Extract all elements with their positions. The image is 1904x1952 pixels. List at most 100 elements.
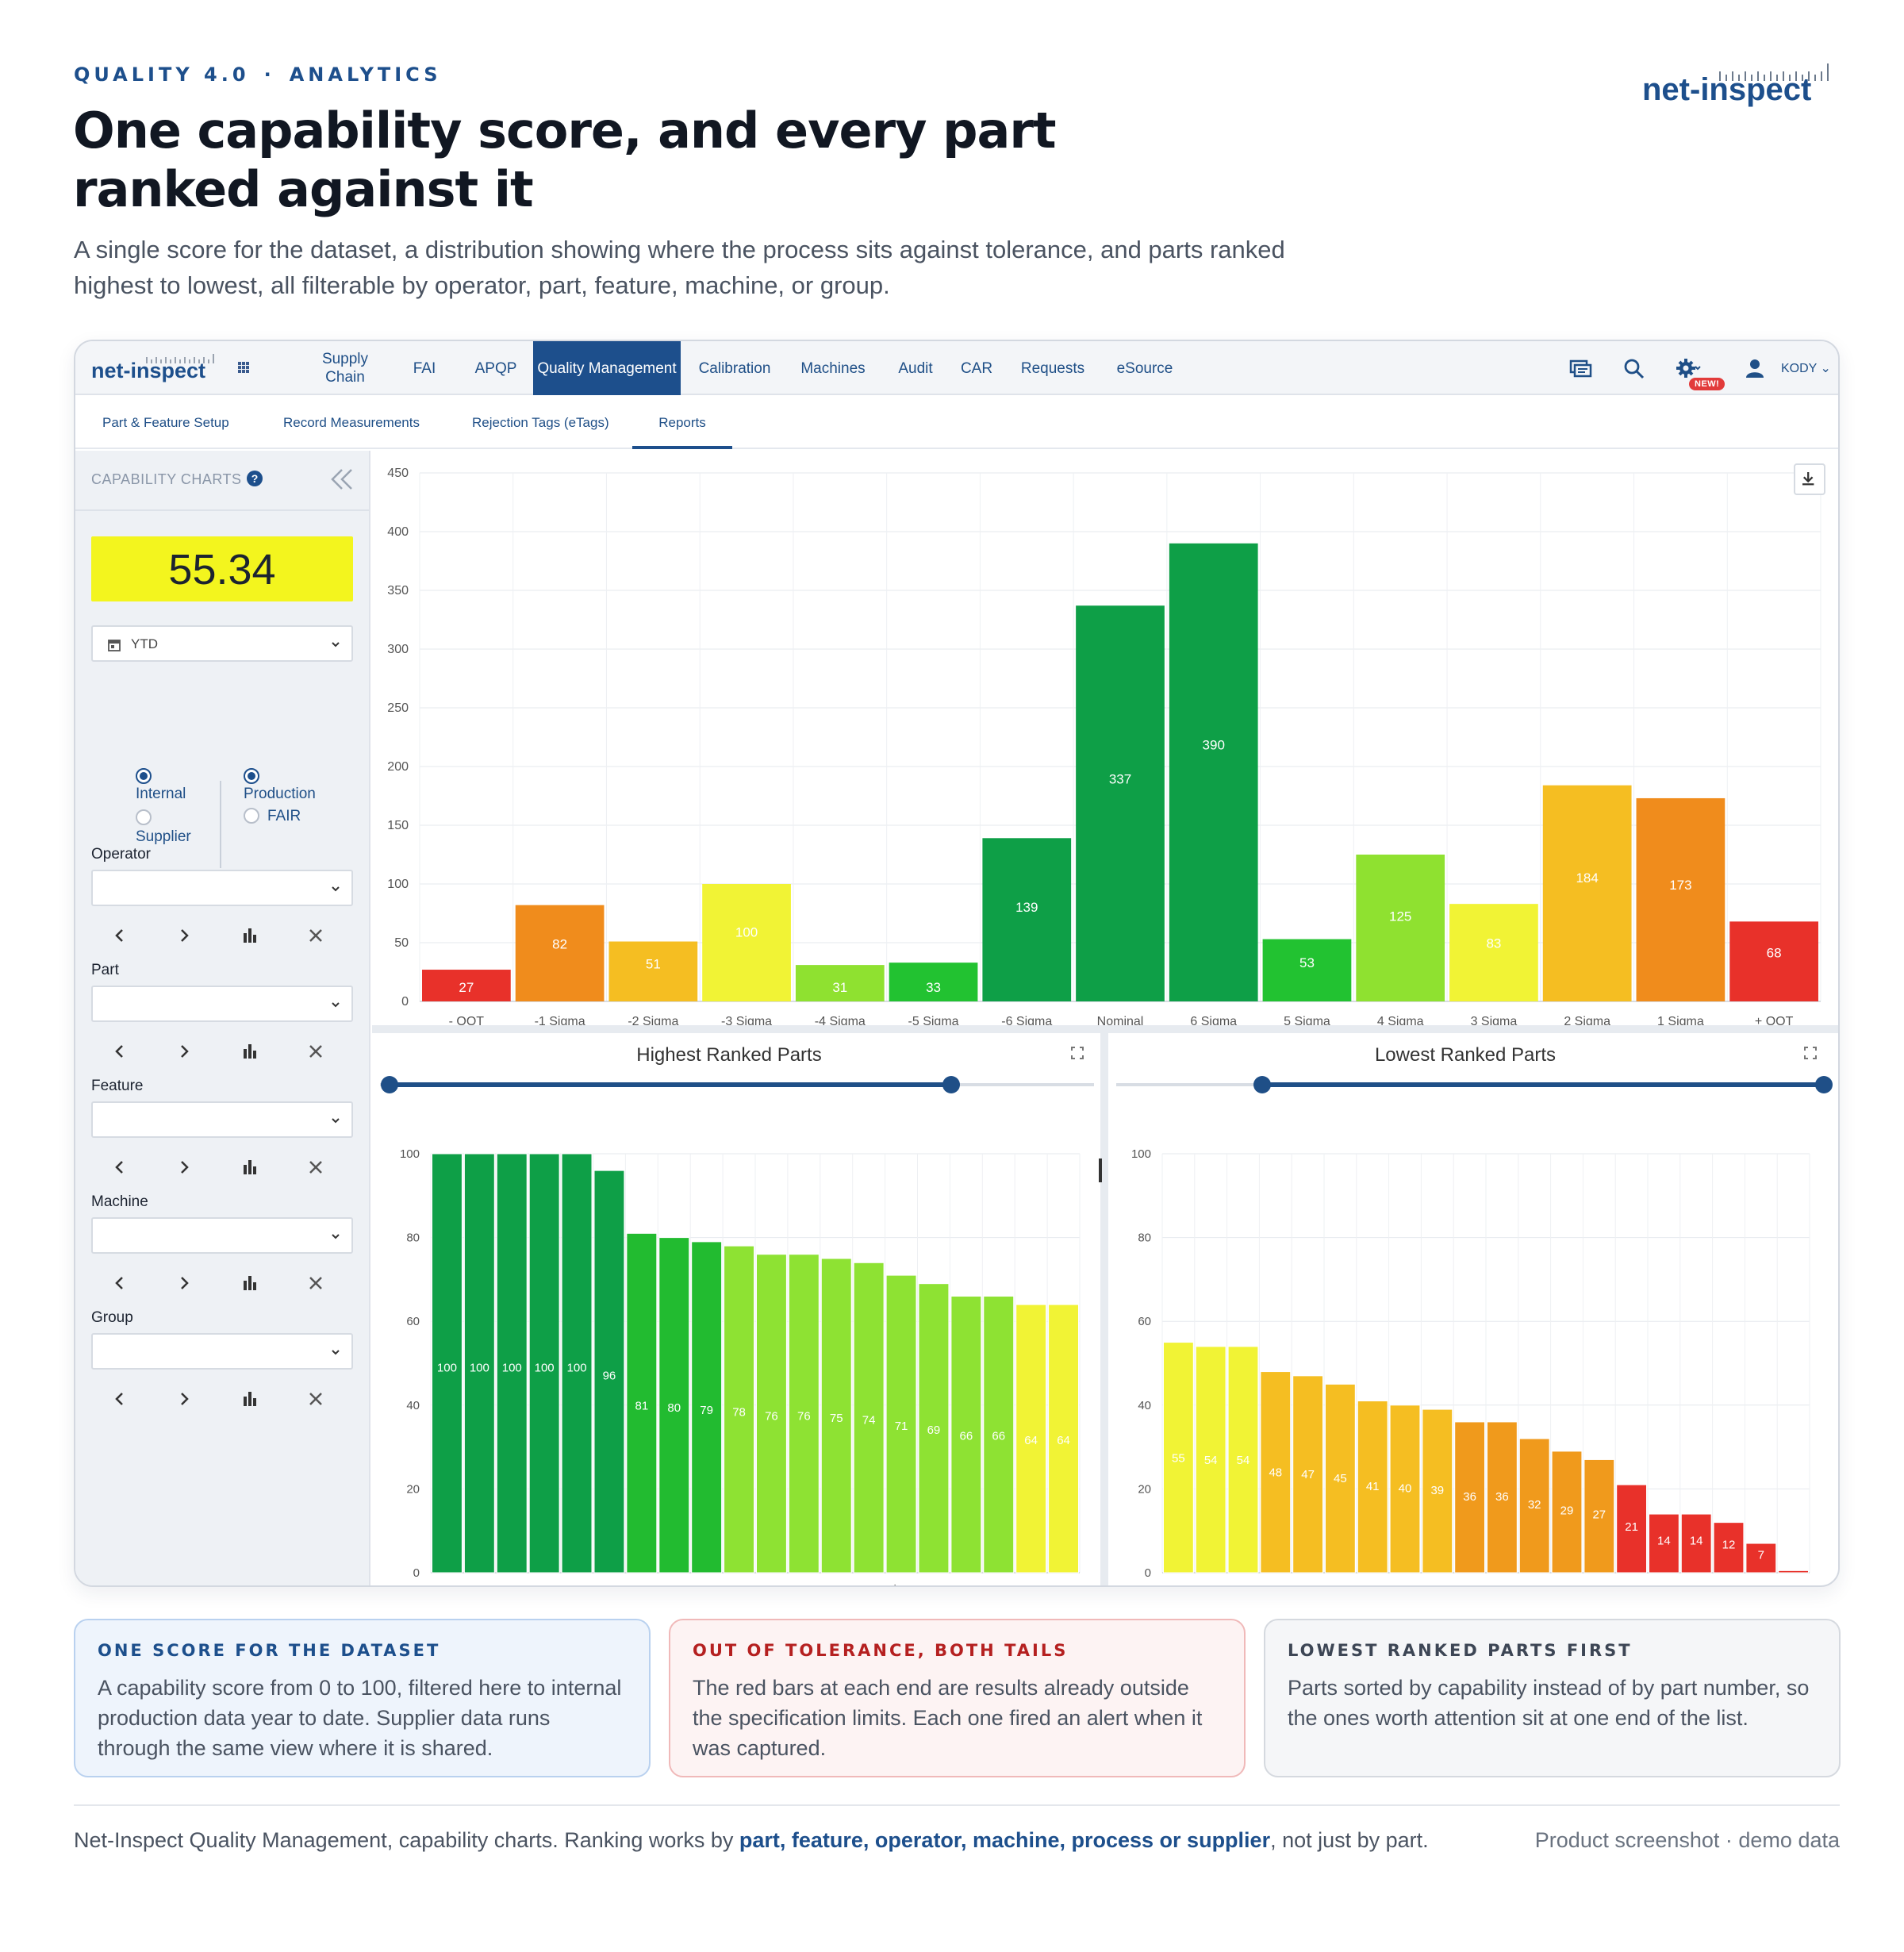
splitter-grip[interactable] <box>1099 1159 1102 1182</box>
slider-handle-right[interactable] <box>942 1076 960 1093</box>
bar[interactable] <box>432 1153 463 1574</box>
filter-select-group[interactable] <box>91 1333 353 1370</box>
bar[interactable] <box>1454 1421 1486 1574</box>
bar[interactable] <box>1169 543 1258 1001</box>
next-icon[interactable] <box>173 1039 197 1063</box>
tab-record-measurements[interactable]: Record Measurements <box>283 415 420 430</box>
bar[interactable] <box>982 838 1072 1001</box>
gear-icon[interactable] <box>1675 355 1702 382</box>
search-icon[interactable] <box>1621 355 1648 382</box>
bar[interactable] <box>1227 1346 1259 1574</box>
bar[interactable] <box>918 1283 950 1574</box>
bar[interactable] <box>1778 1570 1810 1574</box>
slider-handle-right[interactable] <box>1815 1076 1833 1093</box>
bar[interactable] <box>1163 1342 1194 1574</box>
bar[interactable] <box>1048 1304 1079 1574</box>
bar[interactable] <box>593 1170 625 1574</box>
bar[interactable] <box>561 1153 593 1574</box>
previous-icon[interactable] <box>107 924 131 947</box>
bar-chart-icon[interactable] <box>238 1039 262 1063</box>
bar[interactable] <box>1487 1421 1518 1574</box>
bar[interactable] <box>1195 1346 1226 1574</box>
bar-chart-icon[interactable] <box>238 924 262 947</box>
tab-part-feature-setup[interactable]: Part & Feature Setup <box>102 415 229 430</box>
tab-reports[interactable]: Reports <box>632 397 732 449</box>
collapse-icon[interactable] <box>328 465 356 494</box>
lowest-range-slider[interactable] <box>1116 1073 1833 1097</box>
nav-quality-management[interactable]: Quality Management <box>533 341 681 395</box>
bar-chart-icon[interactable] <box>238 1155 262 1179</box>
bar[interactable] <box>795 965 885 1001</box>
bar[interactable] <box>1262 939 1352 1001</box>
bar[interactable] <box>1356 855 1445 1001</box>
bar[interactable] <box>626 1232 658 1574</box>
nav-audit[interactable]: Audit <box>898 359 933 377</box>
previous-icon[interactable] <box>107 1155 131 1179</box>
bar[interactable] <box>1422 1408 1453 1574</box>
clear-icon[interactable] <box>304 1155 328 1179</box>
radio-fair[interactable] <box>244 808 259 824</box>
bar-chart-icon[interactable] <box>238 1387 262 1411</box>
bar[interactable] <box>889 963 978 1001</box>
apps-grid-icon[interactable] <box>238 362 249 373</box>
next-icon[interactable] <box>173 924 197 947</box>
clear-icon[interactable] <box>304 924 328 947</box>
bar[interactable] <box>756 1254 787 1574</box>
clear-icon[interactable] <box>304 1271 328 1295</box>
help-icon[interactable]: ? <box>247 471 263 486</box>
bar[interactable] <box>1551 1451 1583 1574</box>
bar[interactable] <box>1389 1404 1421 1574</box>
bar[interactable] <box>608 941 698 1001</box>
expand-icon[interactable] <box>1803 1046 1818 1060</box>
chat-icon[interactable] <box>1567 355 1594 382</box>
bar[interactable] <box>422 970 511 1001</box>
user-icon[interactable] <box>1741 355 1768 382</box>
bar[interactable] <box>1680 1513 1712 1574</box>
nav-apqp[interactable]: APQP <box>474 359 517 377</box>
filter-select-machine[interactable] <box>91 1217 353 1254</box>
nav-logo[interactable]: net-inspect <box>91 352 226 384</box>
bar[interactable] <box>885 1274 917 1574</box>
bar[interactable] <box>788 1254 820 1574</box>
bar[interactable] <box>1015 1304 1047 1574</box>
user-menu[interactable]: KODY ⌄ <box>1781 360 1831 376</box>
filter-select-feature[interactable] <box>91 1101 353 1138</box>
bar[interactable] <box>691 1241 723 1574</box>
bar[interactable] <box>724 1245 755 1574</box>
nav-supply-chain[interactable]: Supply Chain <box>321 351 369 386</box>
slider-handle-left[interactable] <box>1253 1076 1271 1093</box>
next-icon[interactable] <box>173 1155 197 1179</box>
bar[interactable] <box>1260 1371 1292 1574</box>
bar[interactable] <box>1542 785 1632 1001</box>
nav-car[interactable]: CAR <box>960 359 993 377</box>
bar[interactable] <box>983 1296 1015 1574</box>
tab-rejection-tags[interactable]: Rejection Tags (eTags) <box>472 415 609 430</box>
radio-internal[interactable] <box>136 768 152 784</box>
horizontal-splitter[interactable] <box>372 1025 1838 1033</box>
bar[interactable] <box>1729 921 1818 1001</box>
radio-supplier[interactable] <box>136 809 152 825</box>
bar[interactable] <box>496 1153 528 1574</box>
filter-select-operator[interactable] <box>91 870 353 906</box>
previous-icon[interactable] <box>107 1039 131 1063</box>
clear-icon[interactable] <box>304 1039 328 1063</box>
nav-fai[interactable]: FAI <box>413 359 436 377</box>
nav-esource[interactable]: eSource <box>1116 359 1173 377</box>
bar[interactable] <box>820 1258 852 1574</box>
bar[interactable] <box>658 1237 690 1574</box>
period-select[interactable]: YTD <box>91 625 353 662</box>
previous-icon[interactable] <box>107 1387 131 1411</box>
bar[interactable] <box>515 905 605 1001</box>
bar[interactable] <box>1583 1458 1615 1574</box>
bar[interactable] <box>1636 797 1726 1001</box>
bar[interactable] <box>853 1262 885 1574</box>
bar[interactable] <box>1713 1522 1745 1574</box>
slider-handle-left[interactable] <box>381 1076 398 1093</box>
bar[interactable] <box>1616 1484 1648 1574</box>
bar[interactable] <box>1325 1383 1356 1574</box>
bar[interactable] <box>950 1296 982 1574</box>
expand-icon[interactable] <box>1070 1046 1084 1060</box>
vertical-splitter[interactable] <box>1100 1033 1108 1585</box>
filter-select-part[interactable] <box>91 986 353 1022</box>
bar[interactable] <box>1649 1513 1679 1574</box>
